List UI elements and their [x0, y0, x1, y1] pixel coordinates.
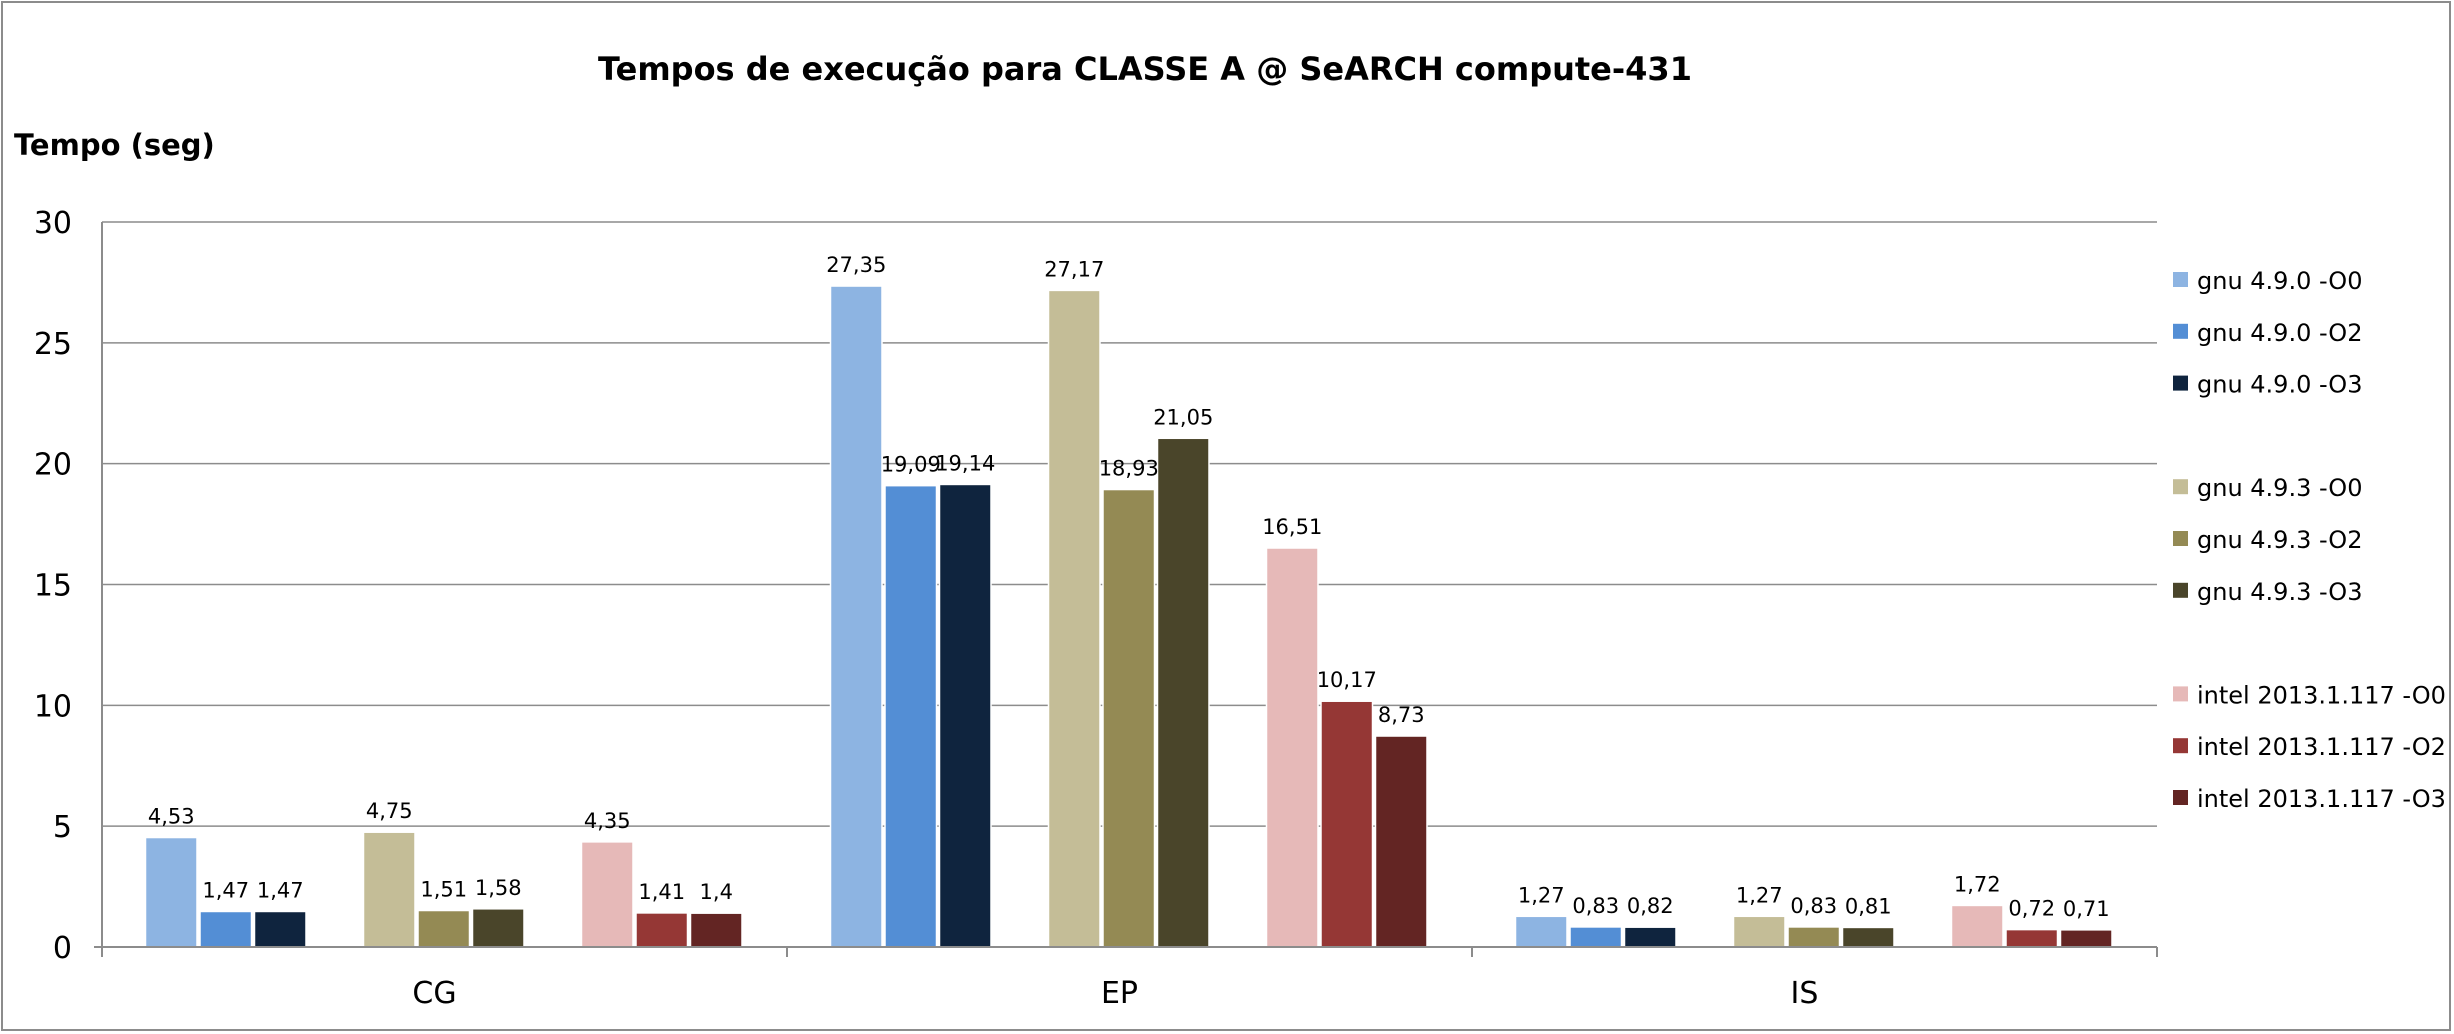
y-tick-label: 15	[34, 569, 72, 604]
bar	[1950, 904, 2004, 948]
y-tick-label: 30	[34, 206, 72, 241]
data-label: 10,17	[1317, 668, 1377, 692]
data-label: 16,51	[1262, 515, 1322, 539]
data-label: 1,4	[700, 880, 733, 904]
bar	[1102, 488, 1156, 948]
data-label: 1,72	[1954, 872, 2001, 896]
data-label: 1,27	[1736, 883, 1783, 907]
data-label: 18,93	[1099, 457, 1159, 481]
y-axis-label: Tempo (seg)	[14, 128, 215, 162]
axes	[94, 222, 2158, 957]
bar	[1841, 926, 1895, 948]
bar	[362, 831, 416, 948]
legend-swatch	[2173, 272, 2188, 287]
bar	[580, 841, 634, 948]
bar	[2059, 929, 2113, 948]
chart-title: Tempos de execução para CLASSE A @ SeARC…	[598, 50, 1692, 88]
category-labels: CG EP IS	[412, 976, 1818, 1011]
bar	[1156, 437, 1210, 948]
data-label: 4,75	[366, 799, 413, 823]
legend-label: intel 2013.1.117 -O3	[2197, 785, 2446, 813]
bars	[144, 285, 2113, 948]
legend-swatch	[2173, 323, 2188, 339]
data-label: 21,05	[1153, 405, 1213, 429]
y-tick-label: 0	[53, 931, 72, 966]
bar	[884, 484, 938, 948]
legend-swatch	[2173, 531, 2188, 546]
bar	[1623, 926, 1677, 948]
bar	[471, 908, 525, 948]
category-label: IS	[1791, 976, 1819, 1011]
legend-label: gnu 4.9.0 -O0	[2197, 267, 2362, 295]
bar	[1047, 289, 1101, 948]
y-tick-label: 10	[34, 689, 72, 724]
y-tick-label: 25	[34, 327, 72, 362]
data-label: 0,82	[1627, 894, 1674, 918]
data-label: 1,58	[475, 876, 522, 900]
data-label: 1,41	[638, 880, 685, 904]
bar	[1569, 926, 1623, 948]
data-label: 27,17	[1044, 257, 1104, 281]
legend-label: gnu 4.9.3 -O2	[2197, 526, 2362, 554]
bar	[938, 483, 992, 948]
y-tick-labels: 0 5 10 15 20 25 30	[34, 206, 72, 966]
data-label: 8,73	[1378, 703, 1425, 727]
legend: gnu 4.9.0 -O0 gnu 4.9.0 -O2 gnu 4.9.0 -O3 g…	[2173, 267, 2446, 813]
bar	[829, 285, 883, 948]
data-label: 19,09	[881, 453, 941, 477]
y-tick-label: 5	[53, 810, 72, 845]
legend-label: gnu 4.9.0 -O3	[2197, 371, 2362, 399]
data-label: 0,71	[2063, 897, 2110, 921]
legend-label: gnu 4.9.0 -O2	[2197, 319, 2362, 347]
bar	[199, 910, 253, 948]
data-label: 1,47	[202, 878, 249, 902]
legend-swatch	[2173, 375, 2188, 391]
legend-label: gnu 4.9.3 -O3	[2197, 578, 2362, 606]
bar	[1320, 700, 1374, 948]
data-label: 1,27	[1518, 883, 1565, 907]
legend-swatch	[2173, 479, 2188, 495]
legend-swatch	[2173, 686, 2188, 702]
bar	[635, 912, 689, 948]
bar	[417, 909, 471, 948]
data-label: 0,72	[2008, 897, 2055, 921]
bar	[1374, 735, 1428, 948]
bar	[1787, 926, 1841, 948]
bar	[689, 912, 743, 948]
data-label: 4,35	[584, 809, 631, 833]
bar	[144, 836, 198, 948]
data-label: 1,47	[257, 878, 304, 902]
legend-swatch	[2173, 790, 2188, 805]
data-label: 0,81	[1845, 894, 1892, 918]
y-tick-label: 20	[34, 448, 72, 483]
legend-label: gnu 4.9.3 -O0	[2197, 474, 2362, 502]
bar	[253, 910, 307, 948]
legend-swatch	[2173, 738, 2188, 754]
category-label: CG	[412, 976, 456, 1011]
bar	[1732, 915, 1786, 948]
data-label: 19,14	[935, 451, 995, 475]
data-label: 27,35	[826, 253, 886, 277]
data-labels: 4,53 1,47 1,47 4,75 1,51 1,58 4,35 1,41 1,4 27,35…	[148, 253, 2110, 921]
bar	[1514, 915, 1568, 948]
legend-label: intel 2013.1.117 -O0	[2197, 681, 2446, 709]
bar	[2005, 928, 2059, 948]
data-label: 4,53	[148, 805, 195, 829]
category-label: EP	[1101, 976, 1138, 1011]
legend-label: intel 2013.1.117 -O2	[2197, 733, 2446, 761]
bar	[1265, 547, 1319, 948]
data-label: 0,83	[1572, 894, 1619, 918]
data-label: 0,83	[1790, 894, 1837, 918]
data-label: 1,51	[420, 878, 467, 902]
legend-swatch	[2173, 582, 2188, 598]
